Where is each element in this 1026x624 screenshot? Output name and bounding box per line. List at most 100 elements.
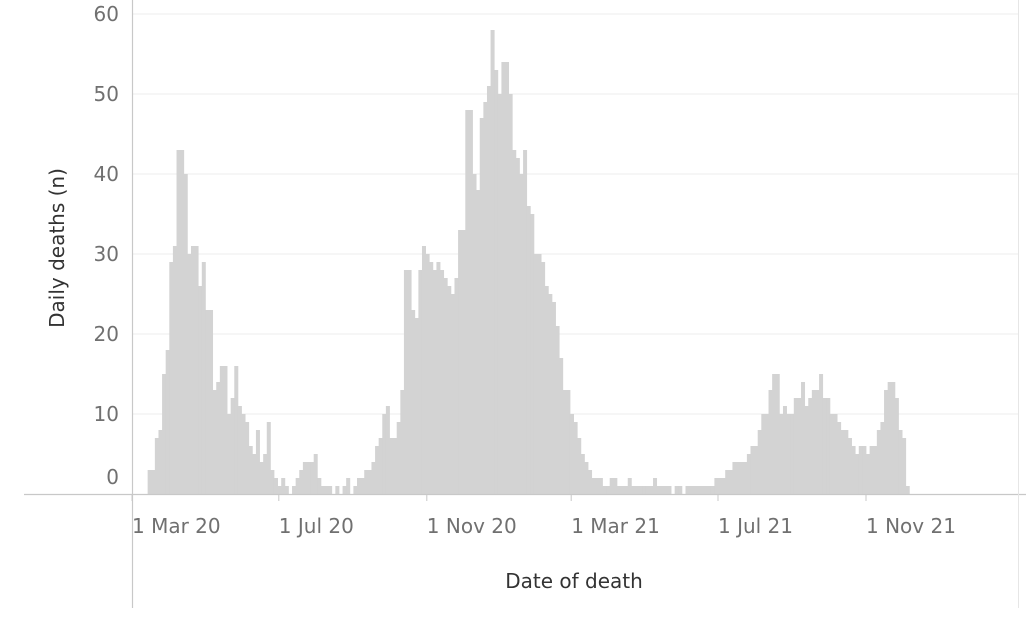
x-tick-label: 1 Jul 20 xyxy=(279,514,354,538)
bar xyxy=(454,278,459,494)
y-tick-label: 60 xyxy=(94,2,119,26)
bar xyxy=(656,486,661,494)
bar xyxy=(458,230,463,494)
bar xyxy=(584,462,589,494)
bar xyxy=(902,438,907,494)
bar xyxy=(212,390,217,494)
bar xyxy=(710,486,715,494)
bar xyxy=(230,398,235,494)
bar xyxy=(270,470,275,494)
bar xyxy=(407,270,412,494)
bar xyxy=(263,454,268,494)
bar xyxy=(172,246,177,494)
bar xyxy=(165,350,170,494)
bar xyxy=(707,486,712,494)
bar xyxy=(194,246,199,494)
x-tick-label: 1 Nov 20 xyxy=(427,514,517,538)
bar xyxy=(400,390,405,494)
bar xyxy=(718,478,723,494)
bar xyxy=(259,462,264,494)
bar xyxy=(277,486,282,494)
bar xyxy=(703,486,708,494)
bar xyxy=(613,478,618,494)
bar xyxy=(465,110,470,494)
bar xyxy=(660,486,665,494)
bar xyxy=(624,486,629,494)
bar xyxy=(324,486,329,494)
bar xyxy=(667,486,672,494)
bar xyxy=(544,286,549,494)
bar xyxy=(328,486,333,494)
bar xyxy=(252,454,257,494)
bar xyxy=(649,486,654,494)
bar xyxy=(523,150,528,494)
bar xyxy=(479,118,484,494)
bar xyxy=(905,486,910,494)
bar xyxy=(606,486,611,494)
bar xyxy=(743,462,748,494)
bar xyxy=(443,278,448,494)
bar xyxy=(894,398,899,494)
bar xyxy=(450,294,455,494)
bar xyxy=(797,398,802,494)
bar xyxy=(754,446,759,494)
bar xyxy=(403,270,408,494)
bar xyxy=(241,414,246,494)
bar xyxy=(678,486,683,494)
bar xyxy=(642,486,647,494)
bar xyxy=(674,486,679,494)
bar xyxy=(566,390,571,494)
bar xyxy=(183,174,188,494)
bar xyxy=(793,398,798,494)
bar xyxy=(653,478,658,494)
y-tick-label: 40 xyxy=(94,162,119,186)
bar xyxy=(819,374,824,494)
bar xyxy=(869,446,874,494)
bar xyxy=(732,462,737,494)
bar xyxy=(884,390,889,494)
bar xyxy=(577,438,582,494)
bar xyxy=(876,430,881,494)
bar xyxy=(198,286,203,494)
bar xyxy=(696,486,701,494)
bar xyxy=(779,414,784,494)
bar xyxy=(801,382,806,494)
bar xyxy=(468,110,473,494)
bar xyxy=(299,470,304,494)
bar xyxy=(808,398,813,494)
bar xyxy=(555,326,560,494)
bar xyxy=(447,286,452,494)
y-tick-label: 50 xyxy=(94,82,119,106)
bar xyxy=(342,486,347,494)
bar xyxy=(310,462,315,494)
bar xyxy=(284,486,289,494)
bar xyxy=(245,422,250,494)
bar xyxy=(418,270,423,494)
bar xyxy=(790,414,795,494)
bar xyxy=(515,158,520,494)
bar xyxy=(320,486,325,494)
bar xyxy=(562,390,567,494)
bar xyxy=(804,406,809,494)
bar xyxy=(216,382,221,494)
bar xyxy=(551,302,556,494)
bar xyxy=(281,478,286,494)
bar xyxy=(750,446,755,494)
bar xyxy=(353,486,358,494)
bar xyxy=(855,454,860,494)
bar xyxy=(663,486,668,494)
bar xyxy=(620,486,625,494)
bar xyxy=(421,246,426,494)
bar xyxy=(591,478,596,494)
bar xyxy=(685,486,690,494)
bar xyxy=(429,262,434,494)
x-tick-label: 1 Mar 21 xyxy=(571,514,660,538)
bar xyxy=(317,478,322,494)
gridlines xyxy=(133,13,1018,415)
bar xyxy=(389,438,394,494)
bar xyxy=(151,470,156,494)
bar xyxy=(526,206,531,494)
bar xyxy=(266,422,271,494)
bar xyxy=(851,446,856,494)
bar xyxy=(645,486,650,494)
